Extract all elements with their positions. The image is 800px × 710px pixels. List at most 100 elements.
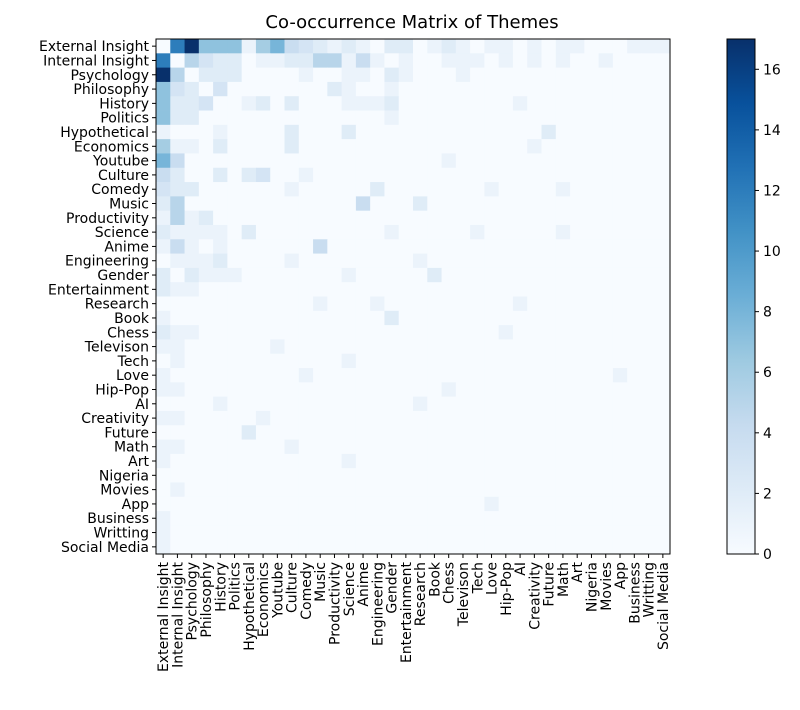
heatmap-cell-15-0 [156, 253, 171, 269]
heatmap-cell-11-19 [427, 196, 442, 212]
heatmap-cell-2-19 [427, 67, 442, 83]
heatmap-cell-3-5 [227, 81, 243, 97]
heatmap-cell-14-4 [213, 239, 228, 254]
heatmap-cell-5-7 [255, 110, 271, 126]
heatmap-cell-12-20 [441, 210, 457, 226]
heatmap-cell-34-7 [255, 525, 271, 541]
heatmap-cell-28-34 [641, 439, 657, 455]
heatmap-cell-12-15 [370, 210, 385, 226]
heatmap-cell-7-35 [655, 139, 671, 154]
heatmap-cell-8-6 [241, 153, 257, 169]
heatmap-cell-17-9 [284, 282, 300, 297]
heatmap-cell-33-17 [398, 511, 414, 526]
heatmap-cell-34-26 [527, 525, 542, 541]
heatmap-cell-21-10 [298, 339, 314, 355]
heatmap-cell-15-8 [270, 253, 285, 269]
heatmap-cell-16-6 [241, 267, 257, 283]
heatmap-cell-28-11 [313, 439, 328, 455]
heatmap-cell-17-30 [584, 282, 600, 297]
heatmap-cell-34-18 [413, 525, 428, 541]
heatmap-cell-3-17 [398, 81, 414, 97]
heatmap-cell-16-27 [541, 267, 557, 283]
heatmap-cell-21-5 [227, 339, 243, 355]
heatmap-cell-14-10 [298, 239, 314, 254]
heatmap-cell-19-29 [570, 310, 585, 326]
y-tick-label: Televison [84, 340, 149, 356]
heatmap-cell-22-18 [413, 353, 428, 369]
heatmap-cell-6-28 [555, 124, 571, 140]
heatmap-cell-1-5 [227, 53, 243, 69]
heatmap-cell-8-26 [527, 153, 542, 169]
heatmap-cell-0-16 [384, 39, 400, 54]
heatmap-cell-1-13 [341, 53, 357, 69]
heatmap-cell-18-17 [398, 296, 414, 312]
x-tick-label: Economics [256, 562, 272, 637]
heatmap-cell-31-3 [198, 482, 214, 498]
heatmap-cell-3-33 [627, 81, 642, 97]
heatmap-cell-16-15 [370, 267, 385, 283]
heatmap-cell-24-31 [598, 382, 614, 398]
heatmap-cell-16-0 [156, 267, 171, 283]
heatmap-cell-31-7 [255, 482, 271, 498]
heatmap-cell-1-34 [641, 53, 657, 69]
heatmap-cell-26-14 [355, 410, 371, 426]
heatmap-cell-4-26 [527, 96, 542, 111]
heatmap-cell-20-30 [584, 325, 600, 340]
heatmap-cell-32-31 [598, 496, 614, 512]
heatmap-cell-22-32 [612, 353, 628, 369]
heatmap-cell-15-10 [298, 253, 314, 269]
heatmap-cell-33-0 [156, 511, 171, 526]
heatmap-cell-9-26 [527, 167, 542, 183]
heatmap-cell-34-20 [441, 525, 457, 541]
heatmap-cell-2-29 [570, 67, 585, 83]
heatmap-cell-30-28 [555, 468, 571, 483]
heatmap-cell-9-17 [398, 167, 414, 183]
heatmap-cell-28-15 [370, 439, 385, 455]
heatmap-cell-35-22 [470, 539, 485, 555]
heatmap-cell-17-16 [384, 282, 400, 297]
heatmap-cell-24-29 [570, 382, 585, 398]
heatmap-cell-10-25 [512, 182, 528, 197]
heatmap-cell-10-14 [355, 182, 371, 197]
heatmap-cell-6-8 [270, 124, 285, 140]
heatmap-cell-9-0 [156, 167, 171, 183]
heatmap-cell-18-14 [355, 296, 371, 312]
heatmap-cell-21-4 [213, 339, 228, 355]
heatmap-cell-8-22 [470, 153, 485, 169]
heatmap-cell-34-33 [627, 525, 642, 541]
heatmap-cell-9-20 [441, 167, 457, 183]
heatmap-cell-23-18 [413, 368, 428, 383]
heatmap-cell-33-27 [541, 511, 557, 526]
heatmap-cell-22-28 [555, 353, 571, 369]
heatmap-cell-28-14 [355, 439, 371, 455]
heatmap-cell-10-10 [298, 182, 314, 197]
heatmap-cell-13-11 [313, 224, 328, 240]
heatmap-cell-30-18 [413, 468, 428, 483]
heatmap-cell-32-10 [298, 496, 314, 512]
heatmap-cell-11-18 [413, 196, 428, 212]
heatmap-cell-34-1 [170, 525, 185, 541]
heatmap-cell-15-4 [213, 253, 228, 269]
heatmap-cell-18-5 [227, 296, 243, 312]
heatmap-cell-15-5 [227, 253, 243, 269]
heatmap-cell-28-31 [598, 439, 614, 455]
heatmap-cell-12-18 [413, 210, 428, 226]
heatmap-cell-22-1 [170, 353, 185, 369]
heatmap-cell-27-11 [313, 425, 328, 440]
heatmap-cell-34-30 [584, 525, 600, 541]
heatmap-cell-19-25 [512, 310, 528, 326]
heatmap-cell-16-11 [313, 267, 328, 283]
heatmap-cell-3-6 [241, 81, 257, 97]
heatmap-cell-32-12 [327, 496, 343, 512]
heatmap-cell-22-13 [341, 353, 357, 369]
heatmap-cell-29-29 [570, 453, 585, 469]
heatmap-cell-19-30 [584, 310, 600, 326]
heatmap-cell-29-3 [198, 453, 214, 469]
heatmap-cell-14-29 [570, 239, 585, 254]
heatmap-cell-5-29 [570, 110, 585, 126]
heatmap-cell-0-26 [527, 39, 542, 54]
heatmap-cell-14-2 [184, 239, 200, 254]
heatmap-cell-10-15 [370, 182, 385, 197]
heatmap-cell-28-27 [541, 439, 557, 455]
heatmap-cell-13-9 [284, 224, 300, 240]
